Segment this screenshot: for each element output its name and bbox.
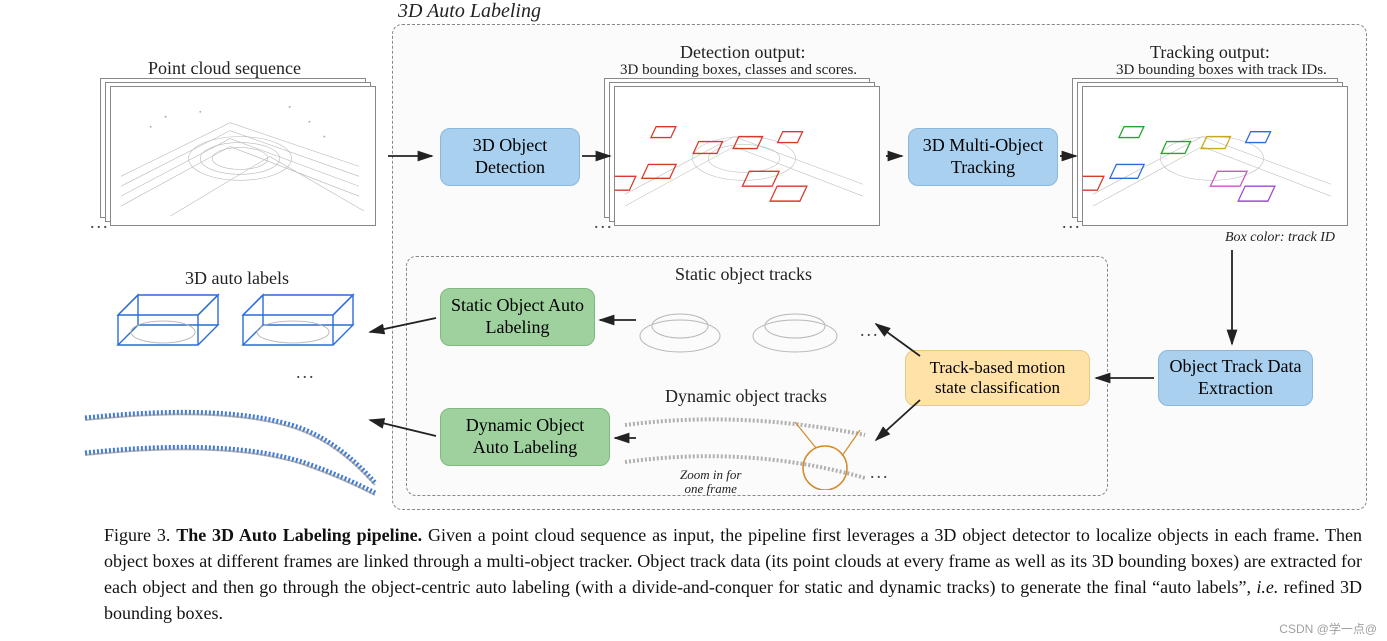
caption-bold: The 3D Auto Labeling pipeline. [176, 525, 428, 545]
caption-fignum: Figure 3. [104, 525, 176, 545]
figure-caption: Figure 3. The 3D Auto Labeling pipeline.… [104, 522, 1362, 626]
flow-arrows [0, 0, 1387, 520]
caption-ie: i.e. [1256, 577, 1278, 597]
csdn-watermark: CSDN @学一点@ [1279, 620, 1377, 637]
